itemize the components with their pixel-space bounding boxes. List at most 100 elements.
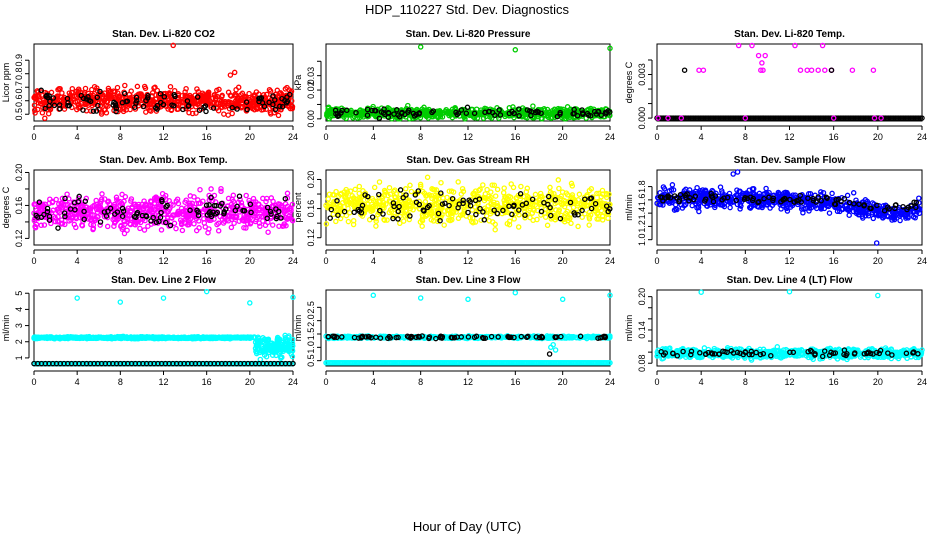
data-point — [537, 193, 544, 200]
x-tick-label: 24 — [605, 132, 615, 142]
data-point — [44, 205, 51, 212]
data-point — [75, 102, 81, 108]
data-point — [62, 195, 68, 202]
data-point — [355, 206, 361, 213]
series-main — [31, 82, 296, 119]
series-zero — [654, 115, 925, 121]
data-point — [534, 216, 540, 223]
data-point — [232, 335, 239, 341]
data-point — [241, 208, 248, 214]
data-point — [913, 199, 920, 206]
data-point — [80, 107, 86, 113]
data-point — [289, 105, 296, 112]
data-point — [542, 214, 549, 220]
data-point — [206, 202, 212, 208]
data-point — [71, 221, 78, 228]
data-point — [86, 205, 92, 212]
data-point — [402, 202, 409, 208]
data-point — [284, 190, 291, 197]
figure-title: HDP_110227 Std. Dev. Diagnostics — [365, 2, 570, 17]
y-axis-label: percent — [293, 192, 303, 223]
data-point — [538, 110, 544, 116]
data-point — [57, 106, 63, 112]
data-point — [526, 108, 533, 114]
data-point — [133, 94, 140, 101]
data-point — [71, 199, 78, 206]
data-point — [235, 84, 242, 91]
y-tick-label: 3 — [14, 323, 24, 328]
data-point — [557, 109, 563, 116]
data-point — [153, 219, 160, 226]
data-point — [113, 108, 119, 115]
data-point — [159, 335, 166, 341]
data-point — [755, 52, 762, 59]
data-point — [407, 213, 413, 219]
data-point — [861, 203, 867, 209]
data-point — [908, 203, 914, 209]
data-point — [499, 210, 505, 217]
data-point — [473, 208, 480, 215]
data-point — [64, 95, 71, 102]
panel-title: Stan. Dev. Line 2 Flow — [111, 275, 216, 286]
data-point — [919, 115, 925, 121]
data-point — [104, 205, 111, 211]
data-point — [262, 222, 269, 229]
data-point — [143, 213, 150, 220]
data-point — [334, 198, 340, 204]
data-point — [171, 220, 178, 227]
data-point — [195, 209, 201, 215]
data-point — [216, 86, 222, 93]
data-point — [512, 47, 519, 53]
data-point — [264, 195, 270, 202]
y-axis: 1.01.21.41.61.8 — [637, 180, 653, 246]
data-point — [97, 88, 103, 95]
data-point — [87, 217, 94, 223]
data-point — [215, 107, 222, 114]
data-point — [397, 195, 404, 202]
data-point — [215, 220, 222, 227]
data-point — [369, 195, 376, 202]
data-point — [168, 214, 175, 221]
data-point — [365, 205, 372, 212]
data-point — [818, 204, 824, 211]
series-main — [654, 182, 923, 224]
data-point — [357, 107, 364, 113]
data-point — [726, 190, 733, 197]
data-point — [548, 212, 554, 219]
data-point — [142, 202, 149, 209]
data-point — [47, 196, 53, 202]
data-point — [606, 191, 612, 197]
x-tick-label: 24 — [288, 132, 298, 142]
data-point — [516, 207, 522, 213]
data-point — [53, 196, 59, 203]
data-point — [149, 207, 155, 213]
y-tick-label: 1 — [14, 355, 24, 360]
data-point — [364, 106, 371, 113]
data-point — [160, 101, 167, 108]
series-zero-magenta — [655, 115, 884, 121]
data-point — [179, 227, 186, 234]
data-point — [58, 94, 65, 100]
data-point — [119, 191, 125, 198]
data-point — [59, 90, 65, 96]
data-point — [475, 193, 482, 200]
data-point — [185, 103, 192, 109]
data-point — [145, 93, 151, 99]
y-tick-label: 0.16 — [14, 197, 24, 215]
x-tick-label: 4 — [371, 256, 376, 266]
data-point — [140, 103, 147, 110]
y-tick-label: 0.003 — [637, 63, 647, 86]
data-point — [52, 218, 59, 225]
data-point — [408, 188, 415, 195]
data-point — [494, 186, 501, 193]
data-point — [188, 103, 195, 110]
data-point — [598, 194, 604, 200]
x-tick-label: 20 — [245, 377, 255, 387]
data-point — [813, 199, 819, 205]
data-point — [830, 115, 837, 121]
data-point — [728, 200, 734, 206]
data-point — [878, 115, 884, 121]
y-tick-label: 0.16 — [306, 200, 316, 218]
x-tick-label: 12 — [784, 132, 794, 142]
